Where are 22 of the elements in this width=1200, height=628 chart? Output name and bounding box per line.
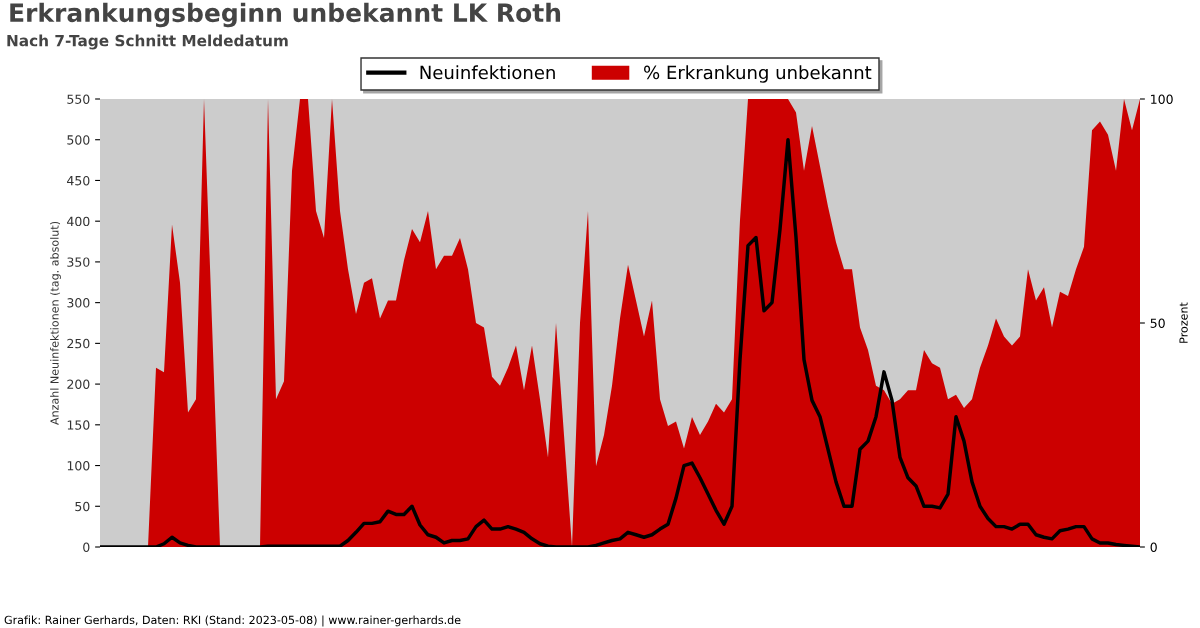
- y2-tick-label: 50: [1150, 318, 1165, 328]
- y2-axis-title: Prozent: [1179, 302, 1188, 343]
- y-tick-label: 50: [75, 501, 90, 512]
- y-tick-label: 100: [67, 461, 90, 471]
- y-tick-label: 350: [67, 257, 90, 267]
- y2-tick-label: 100: [1151, 94, 1173, 104]
- legend-label: % Erkrankung unbekannt: [644, 65, 872, 83]
- y-axis-title: Anzahl Neuinfektionen (tag. absolut): [50, 221, 61, 425]
- y-tick-label: 250: [67, 338, 90, 349]
- chart-subtitle: Nach 7-Tage Schnitt Meldedatum: [7, 34, 288, 50]
- y-tick-label: 300: [67, 298, 90, 308]
- y-tick-label: 200: [67, 379, 90, 390]
- y-tick-label: 150: [67, 420, 90, 430]
- y-tick-label: 550: [67, 94, 90, 104]
- y2-tick-label: 0: [1150, 542, 1157, 552]
- y-tick-label: 400: [67, 216, 90, 227]
- chart-title: Erkrankungsbeginn unbekannt LK Roth: [10, 2, 561, 28]
- y-tick-label: 450: [67, 175, 90, 186]
- y-tick-label: 0: [83, 542, 90, 552]
- text: Grafik: Rainer Gerhards, Daten: RKI (Stand: 2023-05-08) | www.rainer-gerhards.de: [4, 615, 461, 627]
- legend-label: Neuinfektionen: [420, 65, 555, 80]
- y-tick-label: 500: [67, 135, 90, 145]
